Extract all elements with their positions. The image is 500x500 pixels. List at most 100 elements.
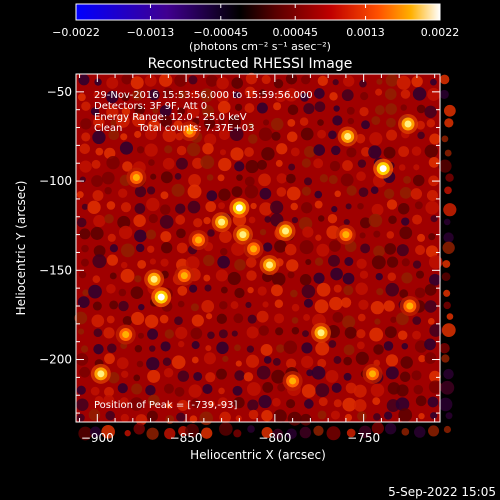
texture-blob [300, 127, 314, 141]
texture-blob [300, 92, 309, 102]
texture-blob [250, 202, 257, 210]
chart-title: Reconstructed RHESSI Image [148, 56, 353, 72]
texture-blob [346, 106, 355, 115]
texture-blob [342, 397, 357, 412]
emission-source [188, 229, 209, 250]
texture-blob [411, 370, 422, 381]
texture-blob [174, 386, 185, 397]
texture-blob [144, 128, 158, 141]
texture-blob [78, 74, 90, 86]
texture-blob [374, 318, 381, 325]
texture-blob [109, 300, 119, 310]
texture-blob [204, 133, 217, 146]
texture-blob [247, 134, 258, 144]
plot-frame [75, 73, 441, 423]
texture-blob [152, 107, 159, 114]
texture-blob [234, 161, 245, 172]
texture-blob [162, 128, 177, 143]
texture-blob [162, 157, 175, 170]
texture-blob [424, 283, 437, 296]
x-tick-label: −750 [347, 431, 380, 445]
texture-blob [331, 382, 342, 393]
texture-blob [207, 229, 215, 237]
texture-blob [283, 340, 298, 354]
texture-blob [314, 299, 329, 314]
texture-blob [90, 386, 100, 396]
texture-blob [147, 186, 156, 195]
texture-blob [446, 313, 454, 320]
texture-blob [134, 186, 147, 198]
x-tick-label: −900 [81, 431, 114, 445]
texture-blob [90, 226, 104, 240]
texture-blob [199, 88, 214, 103]
texture-blob [317, 410, 327, 420]
texture-blob [148, 89, 160, 101]
texture-blob [216, 76, 229, 90]
texture-blob [400, 356, 413, 369]
texture-blob [103, 327, 115, 339]
texture-blob [202, 383, 213, 394]
texture-blob [443, 218, 451, 226]
texture-blob [187, 105, 200, 118]
texture-blob [118, 300, 129, 312]
texture-blob [412, 214, 423, 225]
texture-blob [131, 311, 145, 326]
texture-blob [90, 107, 100, 116]
emission-source [144, 269, 165, 290]
texture-blob [357, 202, 364, 210]
texture-blob [398, 408, 413, 422]
source-core [132, 174, 140, 182]
texture-blob [358, 187, 369, 198]
texture-blob [87, 200, 101, 214]
texture-blob [302, 226, 314, 238]
texture-blob [220, 248, 228, 256]
texture-blob [317, 129, 327, 139]
texture-blob [326, 426, 341, 441]
texture-blob [78, 426, 93, 441]
texture-blob [89, 426, 101, 438]
texture-blob [428, 273, 441, 286]
texture-blob [301, 202, 313, 214]
texture-blob [104, 353, 115, 365]
texture-blob [386, 256, 399, 268]
emission-source [335, 224, 356, 245]
source-core [406, 302, 414, 310]
texture-blob [317, 75, 328, 87]
emission-source [282, 370, 303, 391]
texture-blob [246, 345, 255, 353]
texture-blob [301, 75, 311, 85]
texture-blob [301, 355, 314, 368]
texture-blob [137, 259, 147, 269]
texture-blob [359, 79, 367, 88]
texture-blob [146, 197, 160, 212]
texture-blob [228, 115, 242, 129]
texture-blob [397, 203, 410, 215]
texture-blob [313, 425, 324, 436]
texture-blob [235, 360, 242, 367]
texture-blob [444, 118, 454, 128]
texture-blob [217, 174, 225, 182]
texture-blob [118, 188, 128, 198]
texture-blob [201, 105, 215, 118]
texture-blob [187, 200, 201, 214]
texture-blob [439, 342, 450, 354]
texture-blob [271, 369, 286, 384]
texture-blob [134, 130, 142, 138]
texture-blob [368, 213, 383, 228]
texture-blob [245, 354, 260, 368]
texture-blob [246, 326, 259, 339]
emission-source [179, 121, 200, 142]
texture-blob [333, 284, 342, 293]
texture-blob [290, 202, 298, 211]
texture-blob [271, 272, 286, 287]
texture-blob [107, 233, 116, 242]
texture-blob [260, 344, 273, 356]
texture-blob [189, 284, 198, 293]
texture-blob [231, 186, 243, 198]
texture-blob [93, 328, 103, 338]
texture-blob [116, 357, 129, 370]
texture-blob [106, 105, 119, 119]
texture-blob [145, 385, 156, 396]
texture-blob [427, 317, 435, 325]
texture-blob [314, 200, 323, 209]
